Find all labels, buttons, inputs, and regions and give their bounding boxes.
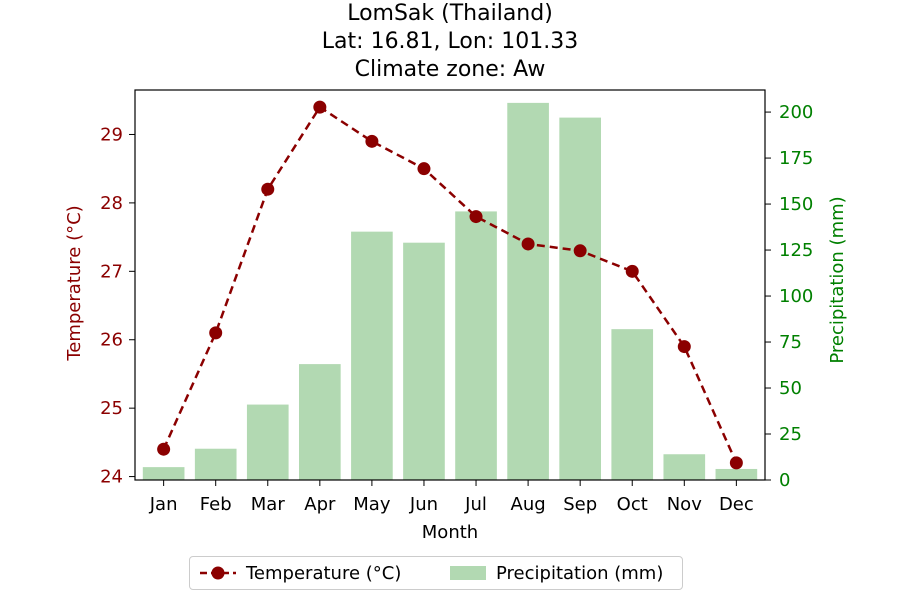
y-left-tick-label-25: 25 <box>100 398 123 419</box>
precip-bar-feb <box>194 448 237 480</box>
precip-bar-dec <box>715 468 758 480</box>
y-left-tick-label-27: 27 <box>100 261 123 282</box>
precip-bar-nov <box>663 454 706 480</box>
temperature-point-jun <box>417 162 431 176</box>
x-tick-label-may: May <box>353 494 391 515</box>
y-right-tick-label-200: 200 <box>779 102 813 123</box>
y-right-axis-label: Precipitation (mm) <box>827 196 848 363</box>
y-right-tick-label-75: 75 <box>779 332 802 353</box>
title-line-1: LomSak (Thailand) <box>347 1 553 26</box>
temperature-point-aug <box>521 237 535 251</box>
y-right-tick-label-25: 25 <box>779 424 802 445</box>
x-tick-label-dec: Dec <box>719 494 754 515</box>
x-tick-label-jun: Jun <box>409 494 438 515</box>
temperature-point-apr <box>313 100 327 114</box>
x-axis-label: Month <box>422 522 478 543</box>
plot-frame <box>134 89 766 481</box>
legend-bar-swatch-icon <box>450 566 486 580</box>
precip-bar-jan <box>142 467 185 480</box>
temperature-point-sep <box>573 244 587 258</box>
legend: Temperature (°C) Precipitation (mm) <box>189 556 683 590</box>
legend-label-precipitation: Precipitation (mm) <box>496 562 664 584</box>
title-line-3: Climate zone: Aw <box>354 57 546 82</box>
temperature-point-dec <box>729 456 743 470</box>
x-tick-label-aug: Aug <box>511 494 546 515</box>
temperature-point-may <box>365 134 379 148</box>
y-left-tick-label-28: 28 <box>100 193 123 214</box>
temperature-point-nov <box>677 340 691 354</box>
y-right-tick-label-100: 100 <box>779 286 813 307</box>
legend-line-marker-icon <box>200 566 236 580</box>
x-tick-label-feb: Feb <box>200 494 232 515</box>
y-left-tick-label-29: 29 <box>100 124 123 145</box>
y-right-tick-label-125: 125 <box>779 240 813 261</box>
x-tick-label-jan: Jan <box>149 494 178 515</box>
x-tick-label-apr: Apr <box>304 494 336 515</box>
y-left-tick-label-24: 24 <box>100 467 123 488</box>
legend-label-temperature: Temperature (°C) <box>246 562 402 584</box>
y-left-axis-label: Temperature (°C) <box>64 205 85 361</box>
precip-bar-mar <box>246 404 289 480</box>
y-right-tick-label-0: 0 <box>779 470 790 491</box>
y-right-tick-label-150: 150 <box>779 194 813 215</box>
title-line-2: Lat: 16.81, Lon: 101.33 <box>321 29 579 54</box>
x-tick-label-nov: Nov <box>667 494 702 515</box>
x-tick-label-jul: Jul <box>464 494 487 515</box>
precip-bar-jul <box>455 211 497 480</box>
legend-item-temperature: Temperature (°C) <box>198 562 401 584</box>
temperature-point-jul <box>469 210 483 224</box>
temperature-point-jan <box>157 442 171 456</box>
temperature-point-feb <box>209 326 223 340</box>
x-tick-label-sep: Sep <box>563 494 597 515</box>
precip-bar-apr <box>299 364 341 480</box>
x-tick-label-mar: Mar <box>251 494 286 515</box>
temperature-point-mar <box>261 182 275 196</box>
x-tick-label-oct: Oct <box>617 494 648 515</box>
y-right-tick-label-50: 50 <box>779 378 802 399</box>
precip-bar-may <box>351 231 393 480</box>
temperature-line <box>162 105 738 464</box>
temperature-point-oct <box>625 264 639 278</box>
legend-item-precipitation: Precipitation (mm) <box>448 562 663 584</box>
y-left-tick-label-26: 26 <box>100 330 123 351</box>
precip-bar-oct <box>611 329 654 480</box>
precip-bar-aug <box>507 102 549 481</box>
chart-title: LomSak (Thailand) Lat: 16.81, Lon: 101.3… <box>0 0 900 84</box>
precip-bar-jun <box>403 242 445 480</box>
precip-bar-sep <box>559 117 601 481</box>
y-right-tick-label-175: 175 <box>779 148 813 169</box>
